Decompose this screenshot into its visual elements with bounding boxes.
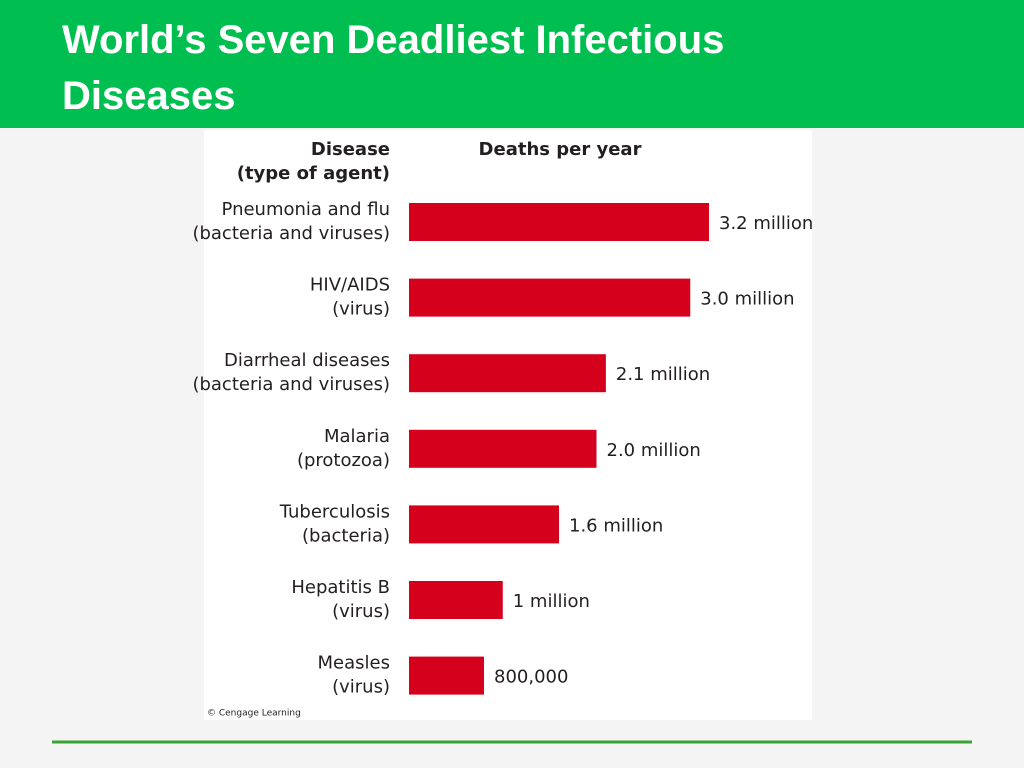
category-label: (bacteria and viruses) (192, 223, 390, 244)
category-header: Disease (311, 139, 390, 160)
bar (409, 278, 691, 317)
value-label: 1 million (513, 591, 590, 612)
value-header: Deaths per year (479, 139, 642, 160)
category-label: Diarrheal diseases (224, 350, 390, 371)
bar (409, 581, 503, 619)
value-label: 3.2 million (719, 213, 813, 234)
category-label: (virus) (332, 677, 390, 698)
bar (409, 429, 597, 468)
category-label: Measles (318, 653, 390, 674)
value-label: 800,000 (494, 667, 568, 688)
category-label: Tuberculosis (279, 501, 390, 522)
category-label: Hepatitis B (291, 577, 390, 598)
category-label: (protozoa) (297, 450, 390, 471)
category-label: (virus) (332, 601, 390, 622)
value-label: 2.1 million (616, 364, 710, 385)
bar (409, 203, 709, 241)
credit: © Cengage Learning (207, 709, 301, 719)
category-label: (bacteria) (302, 525, 390, 546)
value-label: 2.0 million (607, 440, 701, 461)
category-label: Malaria (324, 426, 390, 447)
category-label: (bacteria and viruses) (192, 374, 390, 395)
bar (409, 505, 559, 544)
bar (409, 656, 484, 695)
category-label: Pneumonia and flu (222, 199, 390, 220)
category-header: (type of agent) (237, 163, 390, 184)
slide-title: World’s Seven Deadliest Infectious Disea… (62, 18, 725, 118)
bar (409, 354, 606, 393)
value-label: 1.6 million (569, 515, 663, 536)
category-label: (virus) (332, 299, 390, 320)
header-band (0, 0, 1024, 128)
value-label: 3.0 million (700, 289, 794, 310)
category-label: HIV/AIDS (310, 275, 390, 296)
